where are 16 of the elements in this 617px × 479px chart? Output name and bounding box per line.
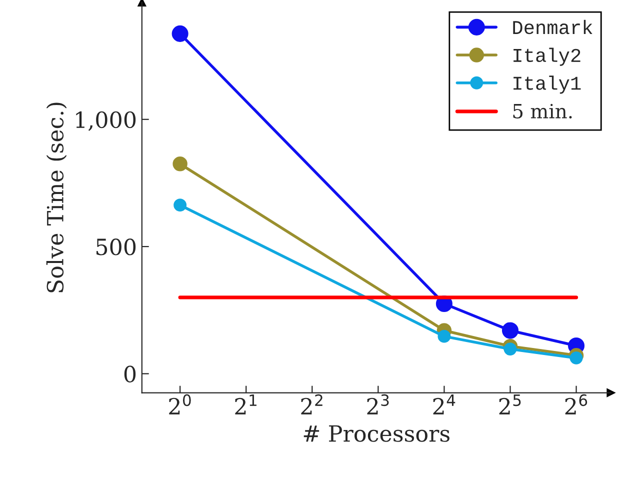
legend-label: Italy2 xyxy=(514,48,580,66)
x-tick-label: 2$^{4}$ xyxy=(433,394,456,414)
x-tick-label: 2$^{6}$ xyxy=(565,394,588,414)
y-axis-title: Solve Time (sec.) xyxy=(46,102,67,292)
legend-label: Denmark xyxy=(513,20,592,34)
x-tick-label: 2$^{3}$ xyxy=(367,394,389,414)
legend-label: Italy1 xyxy=(514,76,581,94)
y-tick-label: 0 xyxy=(124,366,136,382)
y-tick-label: 1,000 xyxy=(76,111,136,131)
y-tick-label: 500 xyxy=(96,238,136,256)
x-tick-label: 2$^{2}$ xyxy=(301,394,322,414)
x-tick-label: 2$^{5}$ xyxy=(499,394,521,414)
legend-label: 5 min. xyxy=(513,104,572,118)
x-tick-label: 2$^{1}$ xyxy=(235,394,256,414)
x-axis-title: # Processors xyxy=(304,425,450,442)
x-tick-label: 2$^{0}$ xyxy=(169,394,191,414)
